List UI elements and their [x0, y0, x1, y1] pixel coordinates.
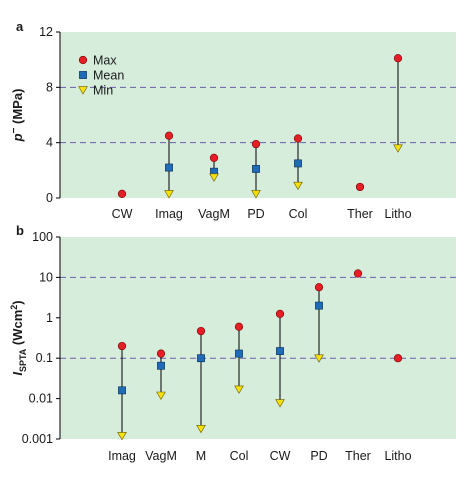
panel-b-plot-area: [60, 237, 456, 439]
panel-a-y-tick-label: 12: [39, 25, 53, 39]
legend-mean-label: Mean: [93, 69, 124, 83]
panel-b-chart: b ISPTA (Wcm2) 0.001 0.01 0.1 1 10 100 Imag Va…: [9, 223, 456, 463]
panel-b-min-marker: [314, 354, 324, 363]
panel-a-x-tick-label: VagM: [198, 207, 230, 221]
panel-b-y-tick-label: 1: [46, 311, 53, 325]
panel-a-max-marker: [209, 153, 219, 162]
panel-b-min-marker: [234, 385, 244, 394]
panel-b-y-axis-title: ISPTA (Wcm2): [9, 300, 28, 375]
panel-b-max-marker: [393, 354, 403, 363]
panel-b-mean-marker: [118, 386, 126, 395]
panel-a-chart: a p− (MPa) 0 4 8 12 CW Imag VagM PD Col Ther Lith…: [9, 19, 456, 221]
panel-b-min-marker: [275, 399, 285, 408]
panel-b-max-marker: [275, 309, 285, 318]
panel-a-mean-marker: [252, 165, 260, 173]
panel-a-letter: a: [16, 19, 24, 34]
panel-b-mean-marker: [315, 301, 323, 310]
panel-a-max-marker: [117, 189, 127, 198]
panel-a-max-marker: [355, 182, 365, 192]
panel-a-mean-marker: [165, 163, 173, 172]
panel-a-x-tick-label: PD: [247, 207, 264, 221]
panel-a-max-marker: [251, 139, 261, 149]
panel-b-x-tick-label: Ther: [345, 449, 371, 463]
panel-b-max-marker: [234, 322, 244, 331]
panel-b-max-marker: [156, 349, 166, 358]
panel-a-x-tick-label: Ther: [347, 207, 373, 221]
panel-a-y-tick-label: 4: [46, 136, 53, 150]
panel-a-x-tick-label: Imag: [155, 207, 183, 221]
panel-b-min-marker: [117, 432, 127, 441]
panel-b-y-tick-label: 10: [39, 270, 53, 284]
legend-max-label: Max: [93, 54, 117, 68]
panel-b-x-tick-label: Imag: [108, 449, 136, 463]
legend-mean-marker: [79, 71, 87, 79]
panel-b-y-tick-label: 0.1: [36, 351, 53, 365]
panel-b-max-marker: [353, 269, 363, 278]
panel-a-max-marker: [164, 131, 174, 140]
panel-b-y-tick-label: 100: [32, 230, 53, 244]
panel-a-min-marker: [164, 190, 174, 199]
panel-b-mean-marker: [276, 347, 284, 355]
panel-a-x-tick-label: Col: [289, 207, 308, 221]
panel-a-min-marker: [251, 190, 261, 199]
panel-b-max-marker: [117, 341, 127, 351]
legend-min-label: Min: [93, 84, 113, 98]
panel-a-x-tick-label: CW: [112, 207, 133, 221]
panel-b-x-tick-label: M: [196, 449, 206, 463]
panel-b-mean-marker: [235, 349, 243, 358]
panel-a-x-tick-label: Litho: [384, 207, 411, 221]
panel-b-max-marker: [196, 326, 206, 336]
panel-b-letter: b: [16, 223, 24, 238]
panel-a-max-marker: [393, 54, 403, 63]
panel-a-mean-marker: [294, 159, 302, 168]
panel-a-min-marker: [393, 144, 403, 153]
panel-a-y-tick-label: 0: [46, 191, 53, 205]
legend-min-marker: [78, 86, 88, 95]
panel-b-y-tick-label: 0.001: [22, 432, 53, 446]
panel-b-x-tick-label: Litho: [384, 449, 411, 463]
panel-b-x-tick-label: VagM: [145, 449, 177, 463]
panel-b-max-marker: [314, 283, 324, 292]
panel-b-x-tick-label: PD: [310, 449, 327, 463]
panel-b-min-marker: [196, 424, 206, 434]
panel-a-y-axis-title: p− (MPa): [9, 89, 25, 143]
panel-b-x-tick-label: CW: [270, 449, 291, 463]
panel-b-min-marker: [156, 391, 166, 400]
panel-a-min-marker: [293, 181, 303, 191]
legend-max-marker: [78, 55, 88, 65]
panel-b-x-tick-label: Col: [230, 449, 249, 463]
panel-a-min-marker: [209, 173, 219, 182]
panel-a-max-marker: [293, 134, 303, 143]
panel-b-y-tick-label: 0.01: [29, 392, 53, 406]
panel-a-y-tick-label: 8: [46, 80, 53, 94]
panel-b-mean-marker: [157, 361, 165, 370]
panel-b-mean-marker: [197, 354, 205, 363]
